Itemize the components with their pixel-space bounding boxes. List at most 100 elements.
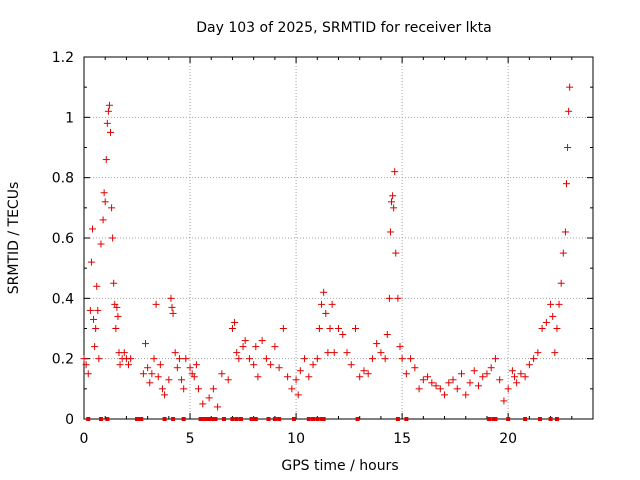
zero-point <box>272 417 277 421</box>
zero-point <box>249 417 254 421</box>
data-point <box>92 325 100 332</box>
data-point <box>150 355 158 363</box>
data-point <box>284 373 292 381</box>
data-point <box>386 228 394 236</box>
data-point <box>87 258 95 266</box>
data-point <box>93 282 101 290</box>
data-point <box>165 376 173 384</box>
zero-value-markers <box>86 417 559 421</box>
zero-point <box>537 417 542 421</box>
data-point <box>508 367 516 375</box>
zero-point <box>319 417 324 421</box>
data-point <box>173 364 181 372</box>
zero-point <box>137 417 142 421</box>
zero-point <box>181 417 186 421</box>
data-point <box>171 349 179 357</box>
zero-point <box>506 417 511 421</box>
data-point <box>335 325 342 332</box>
data-point <box>389 192 397 200</box>
data-point <box>167 294 175 302</box>
zero-point <box>266 417 271 421</box>
zero-point <box>200 417 205 421</box>
data-point <box>108 204 116 212</box>
data-point <box>114 312 122 320</box>
data-point <box>146 379 154 387</box>
data-point <box>504 385 512 393</box>
x-tick-label: 10 <box>287 431 305 447</box>
data-point <box>449 376 457 384</box>
data-point <box>453 385 461 393</box>
data-point <box>318 300 326 308</box>
data-point <box>231 318 239 326</box>
zero-point <box>230 417 235 421</box>
data-point <box>233 349 241 357</box>
data-point <box>373 340 381 348</box>
data-point <box>288 385 296 393</box>
data-point <box>100 189 108 197</box>
zero-point <box>171 417 176 421</box>
data-point <box>175 355 183 363</box>
data-point <box>190 373 198 381</box>
data-point <box>186 364 194 372</box>
data-point <box>120 349 128 357</box>
zero-point <box>234 417 239 421</box>
zero-point <box>202 417 207 421</box>
data-point <box>241 337 249 345</box>
zero-point <box>221 417 226 421</box>
data-point <box>224 376 232 384</box>
data-point <box>513 379 521 387</box>
data-point <box>195 385 203 393</box>
data-point <box>551 349 559 357</box>
data-point <box>125 361 133 369</box>
y-tick-label: 0 <box>65 412 74 428</box>
data-point <box>343 349 351 357</box>
zero-point <box>211 417 216 421</box>
data-point <box>245 355 253 363</box>
data-point <box>415 385 423 393</box>
data-point <box>368 355 376 363</box>
data-point <box>565 107 573 115</box>
data-point <box>398 355 406 363</box>
data-point <box>105 101 113 109</box>
data-point <box>158 385 166 393</box>
data-point <box>156 361 164 369</box>
y-tick-labels: 0 0.2 0.4 0.6 0.8 1 1.2 <box>52 50 74 428</box>
data-point <box>107 128 115 136</box>
data-point <box>296 367 304 375</box>
data-point <box>161 391 169 399</box>
data-point <box>84 370 92 378</box>
x-tick-label: 15 <box>393 431 411 447</box>
data-point <box>458 370 466 378</box>
zero-point <box>395 417 400 421</box>
data-point <box>330 349 338 357</box>
data-point <box>101 198 109 206</box>
zero-point <box>548 417 553 421</box>
data-point <box>538 325 546 332</box>
data-point <box>262 355 270 363</box>
data-point <box>521 373 529 381</box>
data-point <box>182 355 190 363</box>
data-point <box>254 373 262 381</box>
data-point <box>324 349 332 357</box>
data-point <box>328 300 336 308</box>
data-point <box>390 204 398 212</box>
data-point <box>564 144 572 151</box>
data-point <box>239 343 247 351</box>
zero-point <box>205 417 210 421</box>
x-tick-label: 0 <box>80 431 89 447</box>
data-point <box>351 325 359 332</box>
zero-point <box>355 417 360 421</box>
data-point <box>385 294 393 302</box>
chart-title: Day 103 of 2025, SRMTID for receiver lkt… <box>196 20 491 36</box>
data-point <box>396 343 404 351</box>
data-point <box>339 331 347 339</box>
data-point <box>547 300 555 308</box>
data-point <box>392 249 400 257</box>
data-point <box>360 367 368 375</box>
zero-point <box>321 417 326 421</box>
data-point <box>271 343 279 351</box>
data-point <box>218 370 226 378</box>
y-tick-label: 0.4 <box>52 291 74 307</box>
data-point <box>391 168 399 176</box>
